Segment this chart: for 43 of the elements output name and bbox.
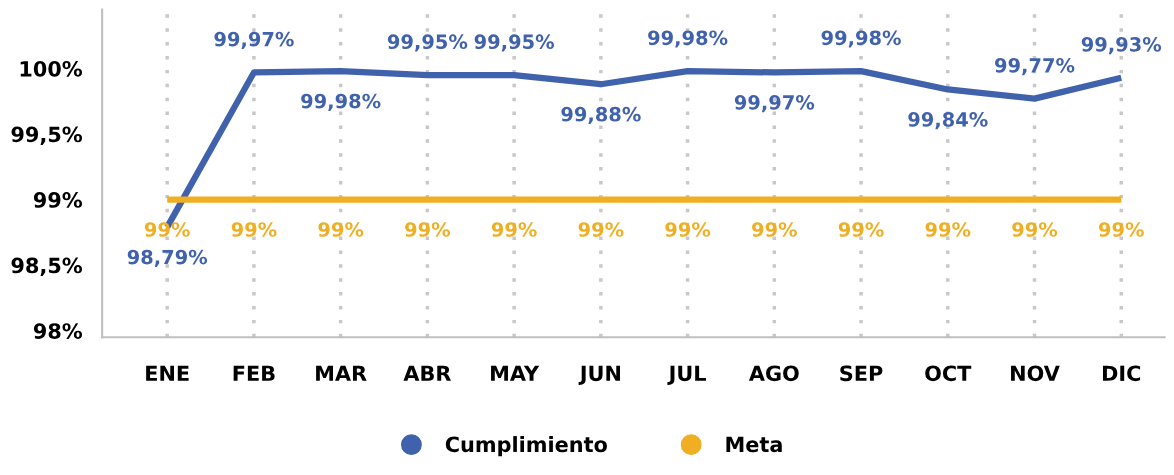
x-tick-label: FEB: [233, 365, 275, 381]
data-label: 99%: [144, 222, 190, 237]
x-tick-label: NOV: [1011, 365, 1060, 382]
data-label: 99,93%: [1081, 36, 1162, 55]
x-tick-label: ABR: [403, 365, 451, 381]
data-label: 99,97%: [214, 31, 294, 49]
y-tick-label: 99,5%: [11, 126, 83, 145]
data-label: 99,77%: [995, 57, 1075, 76]
data-label: 99%: [578, 222, 624, 237]
y-tick-label: 99%: [33, 192, 83, 208]
data-label: 99,95%: [387, 34, 468, 52]
data-label: 98,79%: [127, 249, 208, 267]
data-label: 99%: [1098, 222, 1144, 237]
data-label: 99,88%: [561, 106, 641, 124]
x-tick-label: OCT: [925, 365, 972, 382]
data-label: 99,98%: [301, 93, 381, 111]
data-label: 99%: [318, 222, 364, 237]
data-label: 99%: [838, 222, 884, 237]
data-label: 99,97%: [734, 94, 815, 113]
x-tick-label: JUL: [667, 365, 706, 386]
x-tick-label: ENE: [146, 365, 189, 381]
data-label: 99,95%: [474, 34, 554, 52]
data-label: 99%: [491, 222, 537, 237]
data-label: 99%: [405, 222, 451, 237]
x-tick-label: SEP: [840, 365, 883, 382]
legend-label: Meta: [726, 436, 782, 453]
x-tick-label: JUN: [578, 365, 620, 386]
y-tick-label: 98,5%: [11, 257, 83, 277]
data-label: 99,98%: [648, 30, 728, 48]
x-tick-label: DIC: [1102, 365, 1141, 382]
data-label: 99%: [1012, 222, 1058, 237]
data-label: 99%: [231, 222, 277, 237]
data-label: 99%: [752, 222, 797, 237]
x-tick-label: MAY: [491, 365, 540, 381]
data-label: 99,98%: [821, 30, 901, 48]
x-tick-label: AGO: [748, 365, 799, 382]
data-label: 99%: [665, 222, 711, 237]
y-tick-label: 100%: [20, 60, 83, 77]
y-tick-label: 98%: [33, 323, 83, 339]
data-label: 99%: [925, 222, 971, 237]
legend-label: Cumplimiento: [445, 436, 607, 457]
data-label: 99,84%: [908, 112, 988, 130]
x-tick-label: MAR: [316, 365, 367, 381]
